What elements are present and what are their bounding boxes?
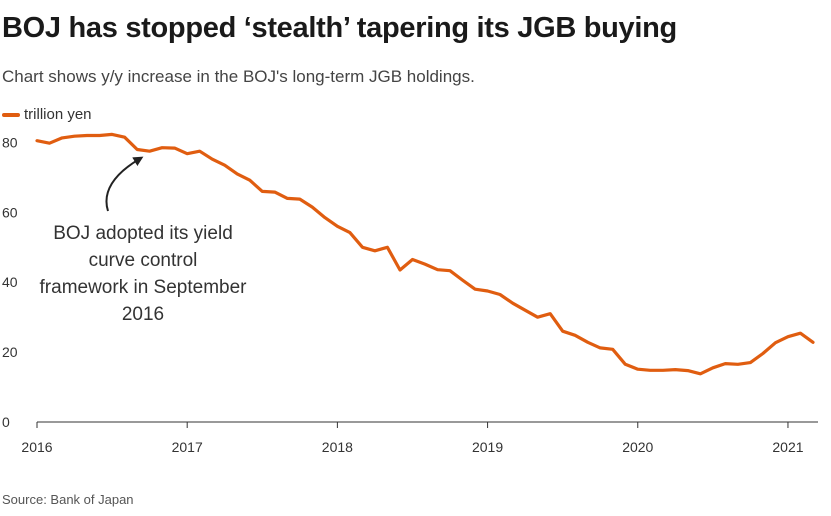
data-point: [774, 341, 777, 344]
data-point: [574, 334, 577, 337]
legend: trillion yen: [2, 106, 92, 123]
data-point: [186, 152, 189, 155]
data-point: [336, 225, 339, 228]
data-point: [536, 316, 539, 319]
data-point: [123, 136, 126, 139]
series-line: [35, 132, 815, 376]
data-point: [599, 346, 602, 349]
data-point: [674, 368, 677, 371]
chart-title: BOJ has stopped ‘stealth’ tapering its J…: [2, 12, 677, 44]
data-point: [411, 258, 414, 261]
data-point: [636, 368, 639, 371]
y-tick-label: 80: [2, 134, 18, 150]
data-point: [711, 366, 714, 369]
data-point: [486, 289, 489, 292]
data-point: [736, 363, 739, 366]
data-point: [661, 369, 664, 372]
data-point: [511, 302, 514, 305]
y-tick-label: 40: [2, 274, 18, 290]
data-point: [498, 293, 501, 296]
data-point: [724, 362, 727, 365]
data-point: [248, 179, 251, 182]
data-point: [524, 309, 527, 312]
x-tick-label: 2021: [772, 439, 803, 455]
data-point: [323, 216, 326, 219]
annotation-arrow: [105, 156, 144, 212]
x-tick-label: 2019: [472, 439, 503, 455]
source-note: Source: Bank of Japan: [2, 492, 134, 507]
data-point: [699, 372, 702, 375]
data-point: [448, 269, 451, 272]
data-point: [48, 142, 51, 145]
data-point: [686, 369, 689, 372]
data-point: [173, 147, 176, 150]
data-point: [35, 139, 38, 142]
annotation-text: BOJ adopted its yield: [53, 223, 233, 244]
data-point: [361, 246, 364, 249]
data-point: [98, 134, 101, 137]
line-chart: 0 20 40 60 80 2016 2017 2018 2019 2020 2021 BOJ ad…: [2, 132, 818, 455]
data-point: [799, 332, 802, 335]
data-point: [761, 352, 764, 355]
data-point: [148, 150, 151, 153]
annotation-text: framework in September: [40, 277, 248, 298]
data-point: [423, 263, 426, 266]
data-point: [273, 191, 276, 194]
data-point: [611, 348, 614, 351]
data-point: [549, 312, 552, 315]
y-tick-label: 0: [2, 414, 10, 430]
data-point: [373, 249, 376, 252]
data-point: [311, 206, 314, 209]
data-point: [436, 268, 439, 271]
data-point: [561, 330, 564, 333]
data-point: [61, 136, 64, 139]
data-point: [136, 148, 139, 151]
x-tick-label: 2018: [322, 439, 353, 455]
y-tick-label: 20: [2, 344, 18, 360]
data-point: [461, 279, 464, 282]
data-point: [161, 146, 164, 149]
chart-subtitle: Chart shows y/y increase in the BOJ's lo…: [2, 67, 475, 86]
data-point: [85, 134, 88, 137]
data-point: [236, 172, 239, 175]
y-tick-label: 60: [2, 204, 18, 220]
x-tick-label: 2016: [21, 439, 52, 455]
data-point: [348, 231, 351, 234]
data-point: [586, 341, 589, 344]
data-point: [73, 135, 76, 138]
data-point: [786, 335, 789, 338]
data-point: [398, 268, 401, 271]
x-tick-label: 2017: [172, 439, 203, 455]
data-point: [624, 363, 627, 366]
data-point: [749, 361, 752, 364]
data-point: [298, 198, 301, 201]
data-point: [649, 369, 652, 372]
data-point: [386, 246, 389, 249]
data-point: [286, 197, 289, 200]
data-point: [198, 150, 201, 153]
data-point: [211, 158, 214, 161]
x-tick-label: 2020: [622, 439, 653, 455]
data-point: [223, 164, 226, 167]
annotation-text: 2016: [122, 304, 164, 325]
data-point: [474, 288, 477, 291]
data-point: [261, 190, 264, 193]
legend-label: trillion yen: [24, 106, 92, 123]
data-point: [811, 341, 814, 344]
annotation-text: curve control: [89, 250, 198, 271]
data-point: [111, 133, 114, 136]
legend-swatch: [2, 112, 20, 117]
